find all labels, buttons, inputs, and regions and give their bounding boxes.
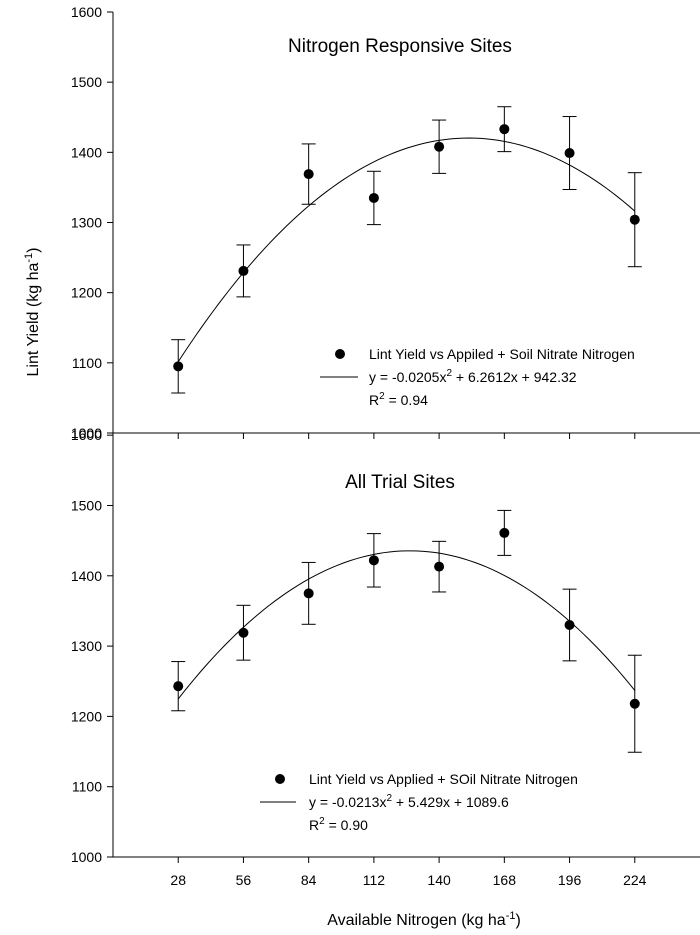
y-tick-label: 1400: [71, 144, 102, 160]
y-tick-label: 1300: [71, 638, 102, 654]
fit-equation-text: y = -0.0213x: [309, 794, 386, 810]
r-squared-text: = 0.90: [325, 817, 368, 833]
data-point: [629, 698, 640, 709]
x-tick-label: 28: [170, 872, 186, 888]
x-tick-label: 56: [236, 872, 252, 888]
data-point: [434, 561, 445, 572]
r-squared: R2 = 0.94: [369, 391, 428, 408]
chart-panel-2: 1000 1100 1200 1300 1400 1500 1600 28 56 84 112 140…: [71, 393, 700, 888]
r-squared-text: = 0.94: [385, 392, 428, 408]
chart-title: All Trial Sites: [345, 472, 455, 493]
data-point: [238, 627, 249, 638]
legend: Lint Yield vs Appiled + Soil Nitrate Nit…: [320, 346, 635, 408]
data-point: [499, 124, 510, 135]
data-point: [564, 148, 575, 159]
data-point: [499, 527, 510, 538]
y-tick-label: 1100: [72, 355, 102, 371]
data-point: [173, 681, 184, 692]
x-axis-label: Available Nitrogen (kg ha-1): [327, 910, 521, 929]
y-tick-label: 1500: [71, 497, 102, 513]
y-tick-label: 1300: [71, 215, 102, 231]
x-tick-label: 224: [623, 872, 647, 888]
fit-equation: y = -0.0205x2 + 6.2612x + 942.32: [369, 368, 577, 385]
fit-equation-text: + 6.2612x + 942.32: [452, 369, 577, 385]
x-tick-label: 140: [427, 872, 451, 888]
r-squared-text: R: [369, 392, 379, 408]
chart-title: Nitrogen Responsive Sites: [288, 36, 512, 57]
r-squared-text: R: [309, 817, 319, 833]
y-tick-label: 1400: [71, 568, 102, 584]
x-tick-label: 84: [301, 872, 317, 888]
data-point: [173, 361, 184, 372]
y-tick-label: 1100: [72, 779, 102, 795]
fit-curve: [177, 550, 636, 700]
data-point: [368, 192, 379, 203]
r-squared-exponent: 2: [319, 816, 325, 827]
fit-equation: y = -0.0213x2 + 5.429x + 1089.6: [309, 793, 509, 810]
chart-panels: 1000 1100 1200 1300 1400 1500 1600 Nitrogen Res…: [71, 4, 700, 888]
y-tick-label: 1200: [71, 285, 102, 301]
data-point: [303, 588, 314, 599]
data-point: [238, 265, 249, 276]
fit-equation-text: + 5.429x + 1089.6: [392, 794, 509, 810]
y-tick-label: 1200: [71, 708, 102, 724]
r-squared-exponent: 2: [379, 391, 385, 402]
x-tick-label: 196: [558, 872, 582, 888]
data-point: [629, 214, 640, 225]
legend-series-label: Lint Yield vs Applied + SOil Nitrate Nit…: [309, 771, 578, 787]
data-point: [368, 555, 379, 566]
data-point: [303, 169, 314, 180]
x-tick-label: 112: [363, 872, 386, 888]
y-tick-label: 1600: [71, 4, 102, 20]
chart-panel-1: 1000 1100 1200 1300 1400 1500 1600 Nitrogen Res…: [71, 4, 700, 441]
fit-equation-exponent: 2: [446, 368, 452, 379]
fit-curve: [177, 137, 636, 363]
legend-marker: [275, 774, 285, 784]
y-tick-label: 1600: [71, 427, 102, 443]
r-squared: R2 = 0.90: [309, 816, 368, 833]
fit-equation-exponent: 2: [386, 793, 392, 804]
legend: Lint Yield vs Applied + SOil Nitrate Nit…: [260, 771, 578, 833]
x-tick-label: 168: [493, 872, 517, 888]
data-point: [434, 141, 445, 152]
y-axis-label: Lint Yield (kg ha-1): [23, 248, 42, 377]
legend-marker: [335, 349, 345, 359]
y-tick-label: 1500: [71, 74, 102, 90]
y-tick-label: 1000: [71, 849, 102, 865]
y-tick-label: 1000: [71, 425, 102, 441]
data-point: [564, 620, 575, 630]
legend-series-label: Lint Yield vs Appiled + Soil Nitrate Nit…: [369, 346, 635, 362]
fit-equation-text: y = -0.0205x: [369, 369, 446, 385]
